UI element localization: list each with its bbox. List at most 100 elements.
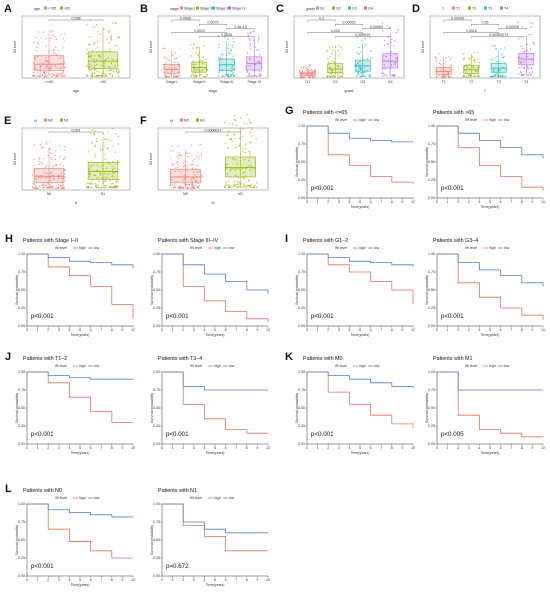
data-point	[32, 62, 35, 64]
x-tick-label: 1	[37, 328, 39, 332]
data-point	[197, 68, 199, 71]
data-point	[259, 70, 261, 73]
data-point	[445, 56, 448, 59]
data-point	[329, 72, 332, 75]
y-tick-label: 0.00	[18, 324, 25, 328]
data-point	[101, 165, 103, 167]
data-point	[90, 166, 92, 168]
data-point	[178, 74, 180, 76]
data-point	[50, 152, 52, 155]
data-point	[35, 187, 38, 190]
data-point	[331, 73, 333, 75]
data-point	[204, 75, 207, 78]
data-point	[229, 169, 232, 172]
data-point	[517, 73, 520, 75]
data-point	[92, 43, 95, 46]
legend-title: Ifit level	[190, 246, 202, 250]
x-axis-label: Time(years)	[205, 451, 224, 455]
data-point	[197, 182, 199, 184]
data-point	[163, 74, 166, 77]
data-point	[108, 48, 111, 51]
data-point	[192, 171, 195, 173]
data-point	[90, 57, 93, 59]
x-axis-label: Time(years)	[205, 583, 224, 587]
data-point	[258, 49, 260, 51]
data-point	[257, 40, 259, 42]
data-point	[478, 76, 480, 78]
data-point	[468, 57, 470, 59]
x-tick-label: 1	[172, 446, 174, 450]
data-point	[249, 132, 252, 134]
p-value-label: 0.00096	[451, 16, 464, 20]
data-point	[223, 75, 225, 78]
y-tick-label: 0.75	[153, 270, 160, 274]
data-point	[175, 75, 177, 78]
data-point	[449, 59, 451, 61]
data-point	[221, 68, 223, 70]
data-point	[248, 119, 250, 121]
data-point	[64, 75, 66, 77]
y-tick-label: 0.75	[153, 520, 160, 524]
data-point	[520, 74, 523, 76]
p-value-label: 0.0000017	[205, 128, 222, 132]
data-point	[110, 62, 113, 65]
data-point	[176, 161, 179, 163]
y-tick-label: 0.25	[428, 178, 435, 182]
data-point	[104, 73, 106, 75]
data-point	[356, 37, 358, 39]
y-tick-label: 0.00	[428, 442, 435, 446]
data-point	[476, 70, 478, 72]
sig-bracket	[307, 32, 363, 35]
data-point	[94, 75, 96, 77]
data-point	[450, 57, 452, 59]
data-point	[230, 70, 233, 73]
data-point	[235, 180, 237, 182]
data-point	[368, 73, 371, 76]
y-tick-label: 0.00	[298, 442, 305, 446]
data-point	[59, 155, 61, 158]
data-point	[98, 56, 100, 58]
data-point	[232, 46, 234, 48]
data-point	[98, 180, 100, 182]
data-point	[87, 186, 90, 188]
data-point	[495, 48, 497, 50]
x-tick-label: M0	[183, 192, 188, 196]
data-point	[190, 178, 192, 181]
x-tick-label: 2	[457, 328, 459, 332]
data-point	[228, 184, 230, 186]
data-point	[249, 39, 251, 41]
x-tick-label: 8	[246, 328, 248, 332]
data-point	[37, 71, 39, 74]
p-value-label: 0.00083	[370, 25, 383, 29]
x-tick-label: 10	[131, 328, 135, 332]
data-point	[168, 76, 170, 78]
y-tick-label: 0.00	[428, 324, 435, 328]
data-point	[381, 72, 383, 74]
data-point	[94, 55, 96, 57]
data-point	[33, 158, 36, 160]
data-point	[363, 66, 365, 69]
data-point	[248, 159, 250, 162]
data-point	[224, 74, 227, 76]
data-point	[89, 36, 91, 38]
data-point	[105, 179, 107, 181]
data-point	[301, 70, 304, 72]
data-point	[228, 130, 230, 132]
km-title: Patients with T1–2	[23, 356, 67, 362]
data-point	[63, 158, 65, 161]
y-tick-label: 0.50	[428, 160, 435, 164]
data-point	[96, 47, 98, 49]
data-point	[187, 186, 189, 189]
sig-bracket	[498, 28, 527, 30]
data-point	[394, 53, 396, 56]
data-point	[39, 73, 42, 75]
data-point	[55, 38, 57, 40]
legend-title: stage	[170, 7, 179, 11]
x-tick-label: 1	[447, 446, 449, 450]
data-point	[54, 158, 56, 161]
data-point	[533, 42, 535, 45]
box	[87, 162, 119, 180]
data-point	[103, 28, 105, 31]
data-point	[44, 172, 47, 175]
data-point	[341, 75, 344, 77]
